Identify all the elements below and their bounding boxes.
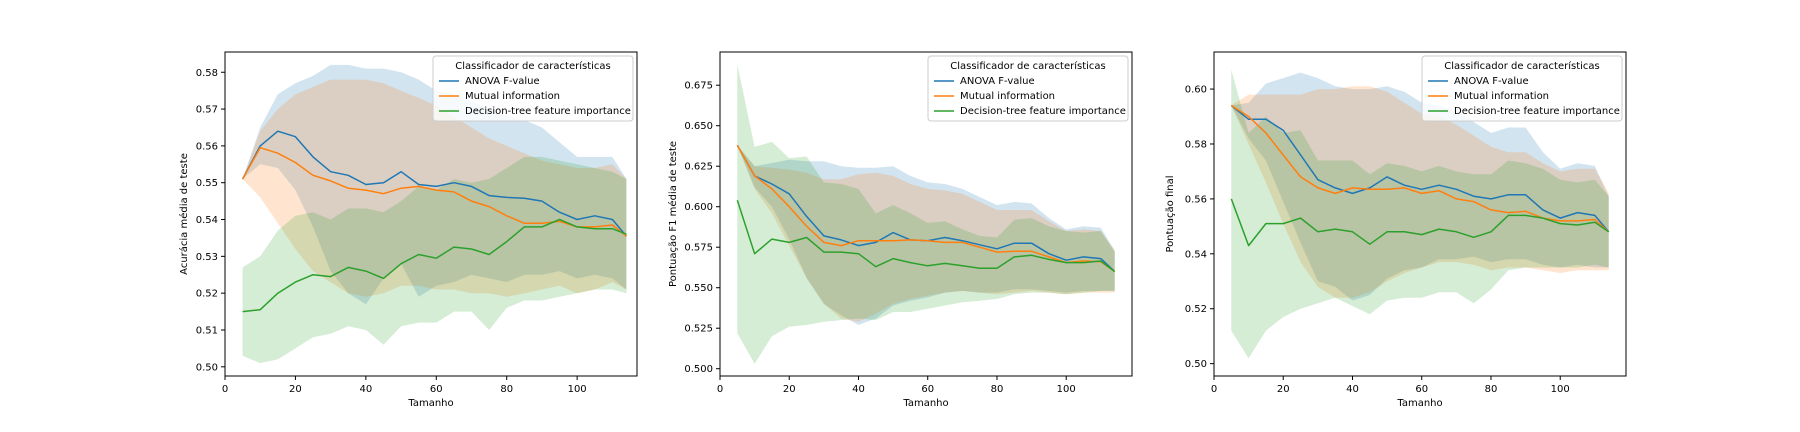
x-tick-label: 40 bbox=[852, 384, 865, 395]
y-tick-label: 0.60 bbox=[1185, 85, 1207, 96]
legend-entry: Decision-tree feature importance bbox=[960, 106, 1126, 117]
y-tick-label: 0.50 bbox=[196, 362, 218, 373]
axes-frame bbox=[1213, 51, 1627, 377]
x-tick-label: 100 bbox=[1057, 384, 1076, 395]
y-axis-label: Pontuação final bbox=[1165, 176, 1176, 253]
x-tick-label: 100 bbox=[568, 384, 587, 395]
y-tick-label: 0.55 bbox=[196, 178, 218, 189]
y-tick-label: 0.53 bbox=[196, 252, 218, 263]
x-tick-label: 60 bbox=[921, 384, 934, 395]
legend-entry: ANOVA F-value bbox=[1454, 76, 1529, 87]
series-line-0 bbox=[241, 130, 627, 237]
confidence-band-1 bbox=[1231, 86, 1609, 298]
x-tick-label: 40 bbox=[1346, 384, 1359, 395]
legend-box bbox=[432, 55, 634, 122]
legend-entry: ANOVA F-value bbox=[960, 76, 1035, 87]
y-tick-label: 0.625 bbox=[684, 162, 713, 173]
x-axis-label: Tamanho bbox=[407, 398, 453, 409]
y-tick-label: 0.56 bbox=[196, 141, 218, 152]
y-tick-label: 0.56 bbox=[1185, 194, 1207, 205]
x-tick-label: 0 bbox=[222, 384, 228, 395]
series-line-1 bbox=[241, 146, 627, 237]
legend-title: Classificador de características bbox=[950, 60, 1106, 72]
y-tick-label: 0.675 bbox=[684, 81, 713, 92]
confidence-band-0 bbox=[1231, 72, 1609, 301]
x-tick-label: 60 bbox=[430, 384, 443, 395]
series-line-1 bbox=[1230, 104, 1610, 233]
y-tick-label: 0.500 bbox=[684, 364, 713, 375]
confidence-band-3 bbox=[242, 156, 627, 364]
legend-box bbox=[1421, 55, 1623, 122]
confidence-band-2 bbox=[737, 64, 1115, 364]
legend-entry: Mutual information bbox=[1454, 91, 1549, 102]
legend-entry: Decision-tree feature importance bbox=[465, 106, 631, 117]
y-tick-label: 0.575 bbox=[684, 243, 713, 254]
x-tick-label: 100 bbox=[1551, 384, 1570, 395]
confidence-band-2 bbox=[1231, 69, 1609, 359]
x-tick-label: 80 bbox=[1485, 384, 1498, 395]
axes-frame bbox=[224, 51, 638, 377]
confidence-band-0 bbox=[242, 64, 627, 305]
x-tick-label: 0 bbox=[1211, 384, 1217, 395]
legend-title: Classificador de características bbox=[455, 60, 611, 72]
confidence-band-1 bbox=[242, 79, 627, 297]
chart-panel-final-score: 0 20 40 60 80 100 0.50 0.52 0.54 0.56 0.58 0.60 Tama… bbox=[1165, 51, 1627, 409]
series-line-0 bbox=[1230, 104, 1610, 233]
y-tick-label: 0.58 bbox=[1185, 139, 1207, 150]
y-tick-label: 0.550 bbox=[684, 283, 713, 294]
x-tick-label: 20 bbox=[1277, 384, 1290, 395]
chart-panel-accuracy: 0 20 40 60 80 100 0.50 0.51 0.52 0.53 0.54 0.55 0.56… bbox=[178, 51, 638, 409]
x-tick-label: 60 bbox=[1415, 384, 1428, 395]
x-tick-label: 20 bbox=[783, 384, 796, 395]
y-tick-label: 0.57 bbox=[196, 105, 218, 116]
y-tick-label: 0.50 bbox=[1185, 359, 1207, 370]
legend-entry: Mutual information bbox=[465, 91, 560, 102]
confidence-band-0 bbox=[737, 145, 1115, 325]
legend: Classificador de características ANOVA F-… bbox=[432, 55, 634, 122]
y-tick-label: 0.58 bbox=[196, 68, 218, 79]
y-tick-label: 0.52 bbox=[196, 289, 218, 300]
y-tick-label: 0.650 bbox=[684, 121, 713, 132]
y-tick-label: 0.54 bbox=[196, 215, 218, 226]
x-tick-label: 40 bbox=[359, 384, 372, 395]
y-tick-label: 0.52 bbox=[1185, 304, 1207, 315]
x-tick-label: 80 bbox=[991, 384, 1004, 395]
axes-frame bbox=[719, 51, 1133, 377]
x-axis-label: Tamanho bbox=[902, 398, 948, 409]
x-tick-label: 0 bbox=[717, 384, 723, 395]
legend-entry: Decision-tree feature importance bbox=[1454, 106, 1620, 117]
x-tick-label: 80 bbox=[500, 384, 513, 395]
y-axis-label: Acurácia média de teste bbox=[178, 153, 190, 275]
series-line-2 bbox=[1230, 198, 1610, 247]
legend: Classificador de características ANOVA F-… bbox=[1421, 55, 1623, 122]
legend-entry: ANOVA F-value bbox=[465, 76, 540, 87]
chart-panel-f1: 0 20 40 60 80 100 0.500 0.525 0.550 0.575 0.600 0.6… bbox=[667, 51, 1133, 409]
series-line-1 bbox=[736, 144, 1116, 273]
y-tick-label: 0.525 bbox=[684, 324, 713, 335]
y-tick-label: 0.51 bbox=[196, 325, 218, 336]
legend-entry: Mutual information bbox=[960, 91, 1055, 102]
y-axis-label: Pontuação F1 média de teste bbox=[667, 141, 679, 287]
x-axis-label: Tamanho bbox=[1396, 398, 1442, 409]
y-tick-label: 0.54 bbox=[1185, 249, 1207, 260]
series-line-2 bbox=[736, 199, 1116, 273]
legend-box bbox=[927, 55, 1129, 122]
confidence-band-1 bbox=[737, 145, 1115, 322]
legend: Classificador de características ANOVA F-… bbox=[927, 55, 1129, 122]
series-line-2 bbox=[242, 218, 627, 313]
legend-title: Classificador de características bbox=[1444, 60, 1600, 72]
y-tick-label: 0.600 bbox=[684, 202, 713, 213]
x-tick-label: 20 bbox=[289, 384, 302, 395]
